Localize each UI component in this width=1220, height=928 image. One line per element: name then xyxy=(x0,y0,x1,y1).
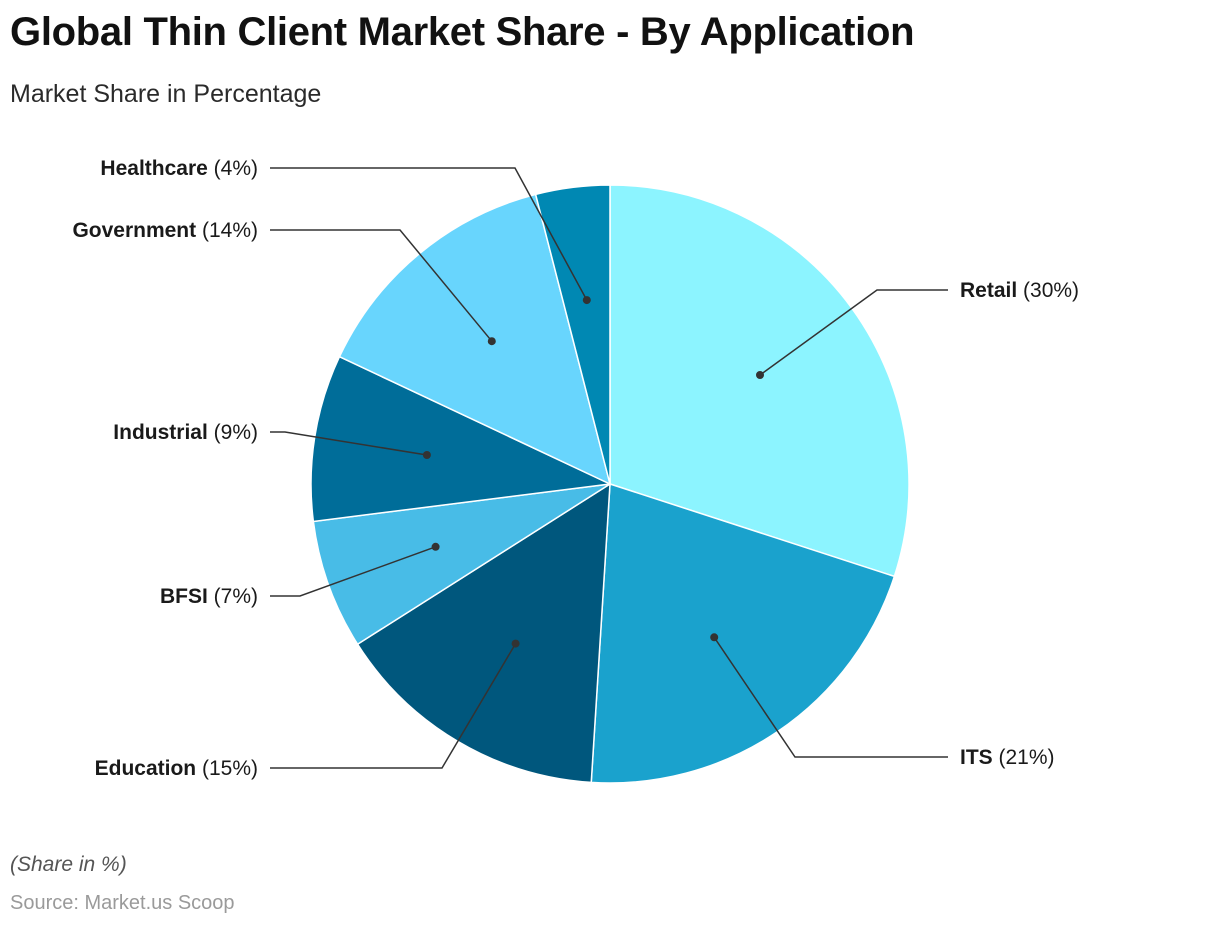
slice-label-value: (9%) xyxy=(208,421,258,444)
slice-label-retail: Retail (30%) xyxy=(960,279,1079,302)
leader-dot-government xyxy=(487,337,496,346)
slice-label-healthcare: Healthcare (4%) xyxy=(100,157,258,180)
slice-label-name: Education xyxy=(95,757,197,780)
pie-slice-healthcare xyxy=(534,184,611,485)
leader-line-bfsi xyxy=(270,546,436,597)
leader-dot-education xyxy=(511,639,520,648)
leader-line-healthcare xyxy=(270,167,588,301)
leader-dot-its xyxy=(710,633,719,642)
leader-lines xyxy=(270,167,948,769)
leader-dot-healthcare xyxy=(582,296,591,305)
slice-label-name: Industrial xyxy=(113,421,208,444)
slice-label-name: Government xyxy=(72,219,196,242)
chart-source: Source: Market.us Scoop xyxy=(10,892,235,914)
slice-label-value: (21%) xyxy=(993,746,1055,769)
slice-label-bfsi: BFSI (7%) xyxy=(160,585,258,608)
slice-label-name: Healthcare xyxy=(100,157,207,180)
slice-label-its: ITS (21%) xyxy=(960,746,1055,769)
pie-slices xyxy=(310,184,910,784)
leader-line-its xyxy=(713,636,948,758)
leader-dot-bfsi xyxy=(431,542,440,551)
chart-note: (Share in %) xyxy=(10,853,127,876)
slice-label-value: (7%) xyxy=(208,585,258,608)
leader-line-industrial xyxy=(270,431,428,456)
leader-dot-industrial xyxy=(422,451,431,459)
leader-dot-retail xyxy=(756,371,764,379)
slice-label-value: (30%) xyxy=(1017,279,1079,302)
slice-label-name: BFSI xyxy=(160,585,208,608)
slice-label-industrial: Industrial (9%) xyxy=(113,421,258,444)
slice-label-value: (4%) xyxy=(208,157,258,180)
slice-label-value: (15%) xyxy=(196,757,258,780)
leader-line-retail xyxy=(759,289,948,376)
slice-label-name: Retail xyxy=(960,279,1017,302)
slice-label-name: ITS xyxy=(960,746,993,769)
leader-line-government xyxy=(270,229,493,342)
chart-subtitle: Market Share in Percentage xyxy=(10,80,322,108)
leader-line-education xyxy=(270,643,517,769)
slice-label-value: (14%) xyxy=(196,219,258,242)
slice-label-education: Education (15%) xyxy=(95,757,258,780)
slice-label-government: Government (14%) xyxy=(72,219,258,242)
slice-labels: Retail (30%) ITS (21%) Education (15%) BFSI… xyxy=(72,157,1079,780)
chart-title: Global Thin Client Market Share - By App… xyxy=(10,10,915,54)
